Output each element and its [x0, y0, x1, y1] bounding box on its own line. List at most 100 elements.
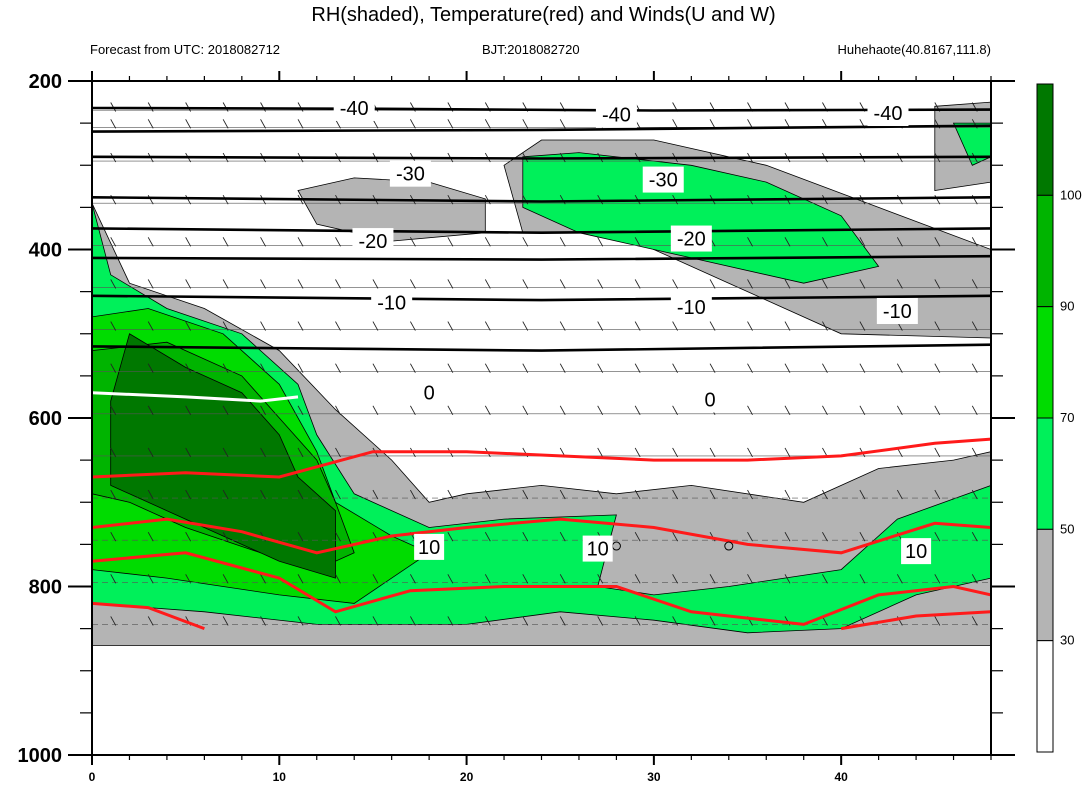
wind-barb [522, 119, 529, 129]
wind-barb [934, 447, 941, 458]
wind-barb [484, 574, 491, 584]
colorbar-tick-label: 100 [1060, 187, 1082, 202]
contour-label-box [642, 166, 684, 193]
wind-barb [822, 489, 828, 500]
wind-barb [297, 405, 304, 416]
bjt-label: BJT:2018082720 [482, 42, 580, 57]
wind-barb [747, 279, 753, 289]
wind-barb [410, 574, 416, 584]
wind-barb [934, 237, 941, 247]
wind-barb [971, 405, 978, 416]
plot-area: -40 -40 -40 -30 -30 -20 -20 -10 -10 -10 0 0 10 10 10 [92, 94, 991, 646]
wind-barb [709, 279, 716, 289]
colorbar-tick-label: 50 [1060, 521, 1074, 536]
wind-barb [372, 321, 379, 331]
chart-title: RH(shaded), Temperature(red) and Winds(U… [311, 4, 776, 26]
wind-barb [484, 489, 491, 500]
wind-barb [971, 531, 978, 542]
wind-barb [372, 616, 379, 626]
wind-barb [484, 321, 491, 331]
wind-barb [971, 363, 978, 373]
wind-barb [297, 489, 304, 500]
x-tick-label: 40 [834, 770, 848, 784]
wind-barb [110, 321, 117, 331]
contour-label-box [419, 379, 439, 406]
wind-barb [859, 279, 866, 289]
wind-barb [747, 447, 753, 458]
wind-barb [709, 447, 716, 458]
wind-barb [372, 405, 379, 416]
wind-barb [672, 574, 678, 584]
wind-barb [410, 119, 416, 129]
wind-barb [147, 363, 154, 373]
wind-barb [634, 447, 641, 458]
temperature-contour-2 [92, 551, 991, 626]
wind-barb [896, 363, 903, 373]
wind-barb [447, 616, 454, 626]
forecast-label: Forecast from UTC: 2018082712 [90, 42, 281, 57]
wind-barb [447, 279, 454, 289]
wind-barb [784, 237, 791, 247]
wind-barb [110, 447, 117, 458]
wind-barb [822, 321, 828, 331]
wind-barb [147, 405, 154, 416]
wind-barb [634, 531, 641, 542]
contour-label: 0 [424, 383, 435, 405]
wind-barb [934, 363, 941, 373]
wind-barb [410, 237, 416, 247]
wind-barb [971, 574, 978, 584]
isotherm-line-3 [92, 196, 991, 203]
isotherm-line-7 [92, 343, 991, 352]
wind-barb [634, 321, 641, 331]
temperature-contour-4 [840, 610, 991, 631]
contour-label-box [670, 225, 712, 252]
isotherm-line-4 [92, 227, 991, 235]
wind-barb [522, 531, 529, 542]
wind-barb [484, 616, 491, 626]
contour-label-box [333, 94, 375, 121]
y-tick-label: 400 [29, 240, 62, 262]
wind-barb [147, 447, 154, 458]
wind-barb [896, 489, 903, 500]
contour-label-box [876, 298, 918, 325]
wind-barb [747, 574, 753, 584]
wind-barb [260, 574, 266, 584]
wind-barb [747, 405, 753, 416]
wind-barb [372, 574, 379, 584]
zero-isotherm-line [92, 391, 299, 403]
wind-barb [634, 363, 641, 373]
wind-barb [297, 119, 304, 129]
wind-barb [297, 363, 304, 373]
wind-barb [672, 405, 678, 416]
isotherm-line-0 [92, 106, 991, 112]
wind-barb [147, 194, 154, 205]
wind-barb [709, 321, 716, 331]
contour-label: -40 [602, 105, 631, 127]
wind-barb [484, 194, 491, 205]
wind-barb [559, 279, 566, 289]
wind-barb [672, 447, 678, 458]
contour-label: -10 [677, 297, 706, 319]
wind-barb [597, 279, 604, 289]
wind-barb [709, 616, 716, 626]
wind-barb [597, 405, 604, 416]
wind-barb [522, 279, 529, 289]
contour-label: -30 [396, 164, 425, 186]
wind-barb [260, 489, 266, 500]
wind-barb [784, 531, 791, 542]
wind-barb [297, 279, 304, 289]
wind-barb [260, 321, 266, 331]
wind-barb [859, 574, 866, 584]
wind-barb [747, 489, 753, 500]
wind-barb [410, 405, 416, 416]
wind-barb [297, 447, 304, 458]
wind-barb [447, 405, 454, 416]
y-tick-label: 1000 [18, 745, 63, 767]
wind-barb [747, 321, 753, 331]
contour-label: -40 [874, 103, 903, 125]
wind-barb [147, 531, 154, 542]
y-tick-label: 800 [29, 577, 62, 599]
contour-label-box [352, 228, 394, 255]
wind-barb [185, 531, 192, 542]
wind-barb [559, 616, 566, 626]
